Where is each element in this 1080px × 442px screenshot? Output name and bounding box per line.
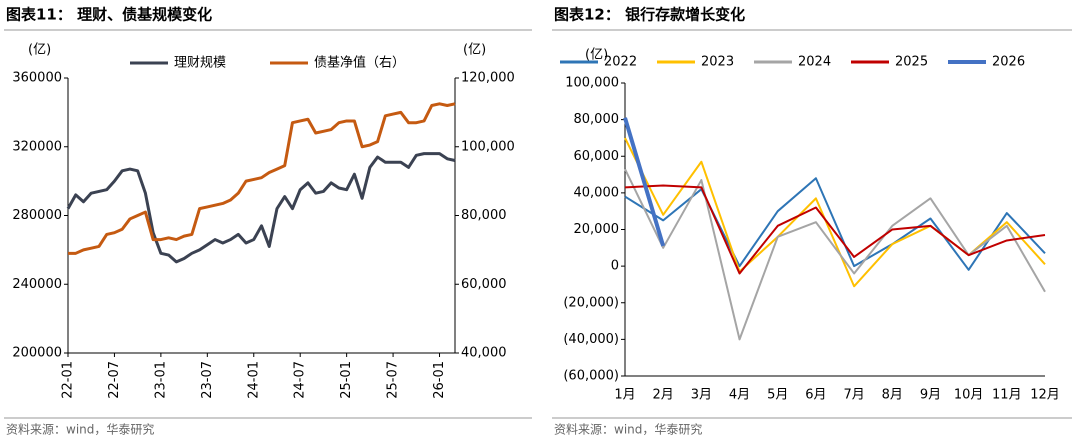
legend-label: 2026 [992,55,1025,70]
x-tick-label: 24-01 [246,361,261,399]
x-tick-label: 22-07 [107,361,122,399]
x-tick-label: 26-01 [432,361,447,399]
y-tick-label: 320000 [12,139,62,154]
y-tick-label: (60,000) [563,369,619,384]
y-tick-label: 200000 [12,346,62,361]
x-tick-label: 24-07 [293,361,308,399]
series-line [624,168,1046,341]
y2-tick-label: 80,000 [461,208,507,223]
chart-title: 图表11： 理财、债基规模变化 [6,6,212,24]
y-tick-label: 0 [611,259,619,274]
x-tick-label: 1月 [614,388,635,403]
y-tick-label: 280000 [12,208,62,223]
y-tick-label: 40,000 [574,185,620,200]
y-tick-label: (20,000) [563,295,619,310]
source: 资料来源：wind，华泰研究 [554,422,702,437]
x-tick-label: 25-07 [386,361,401,399]
legend-label: 债基净值（右） [314,55,405,71]
x-tick-label: 25-01 [339,361,354,399]
series-line [623,117,666,247]
y-tick-label: 60,000 [574,149,620,164]
x-tick-label: 23-07 [200,361,215,399]
x-tick-label: 4月 [729,388,750,403]
series-line [624,177,1046,271]
legend-label: 2023 [701,55,734,70]
legend-label: 2024 [798,55,831,70]
y2-tick-label: 40,000 [461,346,507,361]
y2-tick-label: 60,000 [461,277,507,292]
chart-title: 图表12： 银行存款增长变化 [554,6,745,24]
x-tick-label: 8月 [882,388,903,403]
x-tick-label: 12月 [1030,388,1060,403]
y2-tick-label: 120,000 [461,71,515,86]
series-line [68,102,456,255]
series-line [66,152,456,264]
legend-label: 2022 [604,55,637,70]
x-tick-label: 2月 [653,388,674,403]
y-unit: (亿) [585,48,608,63]
series-line [624,137,1046,288]
legend-label: 理财规模 [174,56,226,71]
legend-label: 2025 [895,55,928,70]
y-unit: (亿) [28,43,51,58]
series-line [624,184,1046,275]
x-tick-label: 9月 [920,388,941,403]
y2-tick-label: 100,000 [461,139,515,154]
x-tick-label: 7月 [843,388,864,403]
x-tick-label: 6月 [805,388,826,403]
source: 资料来源：wind，华泰研究 [6,422,154,437]
y-tick-label: 240000 [12,277,62,292]
y-tick-label: 360000 [12,71,62,86]
y2-unit: (亿) [463,43,486,58]
x-tick-label: 23-01 [153,361,168,399]
x-tick-label: 11月 [992,388,1022,403]
x-tick-label: 10月 [954,388,984,403]
x-tick-label: 3月 [691,388,712,403]
y-tick-label: 80,000 [574,112,620,127]
x-tick-label: 22-01 [61,361,76,399]
y-tick-label: 20,000 [574,222,620,237]
y-tick-label: (40,000) [563,332,619,347]
x-tick-label: 5月 [767,388,788,403]
y-tick-label: 100,000 [565,76,619,91]
